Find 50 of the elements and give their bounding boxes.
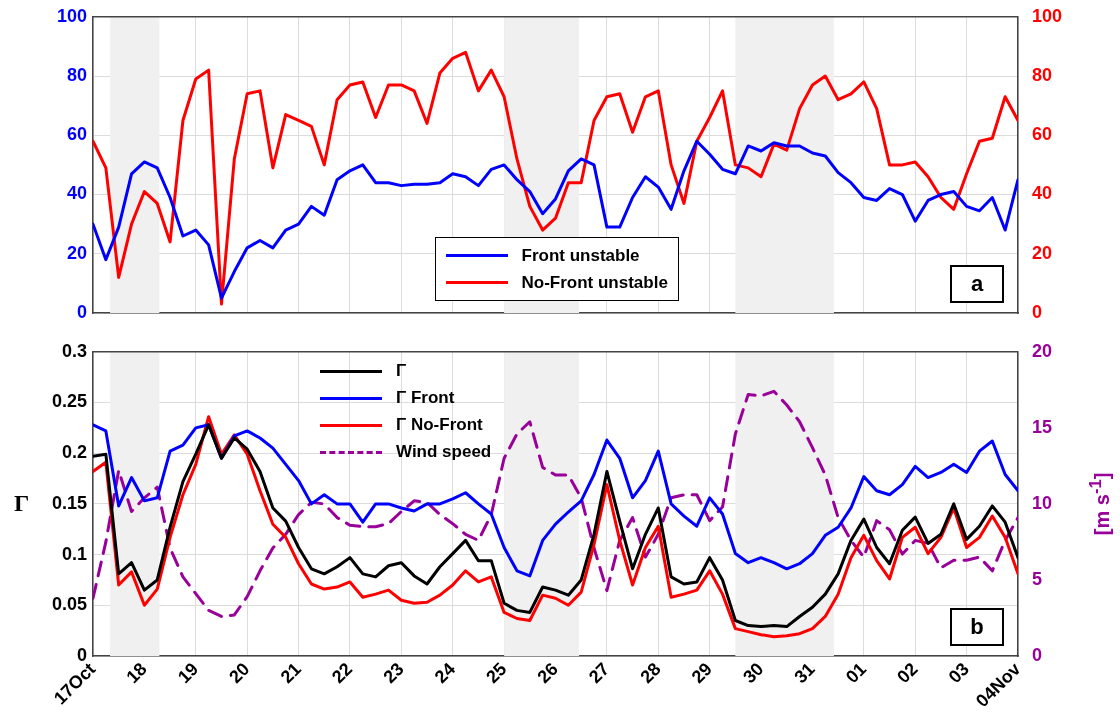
y2-tick-label: 80	[1032, 65, 1053, 86]
x-tick-label: 18	[122, 658, 151, 688]
y-tick-label: 60	[66, 124, 87, 145]
y-tick-label: 20	[66, 242, 87, 263]
x-tick-label: 29	[687, 658, 717, 688]
x-tick-label: 19	[173, 658, 203, 688]
annotation: b	[950, 608, 1004, 646]
x-tick-label: 25	[482, 658, 511, 688]
y2-tick-label: 40	[1032, 183, 1053, 204]
y-tick-label: 0.1	[61, 543, 87, 564]
x-tick-label: 22	[327, 658, 357, 688]
x-tick-label: 31	[790, 658, 819, 688]
x-tick-label: 30	[739, 658, 768, 688]
line-series	[93, 389, 1018, 618]
y2-tick-label: 0	[1032, 301, 1043, 322]
y-tick-label: 0.05	[51, 594, 87, 615]
y-tick-label: 40	[66, 183, 87, 204]
y2-tick-label: 60	[1032, 124, 1053, 145]
y-axis-title: Γ	[14, 490, 30, 518]
y-tick-label: 0	[76, 301, 87, 322]
annotation: a	[950, 265, 1004, 303]
y-tick-label: 0.15	[51, 492, 87, 513]
x-tick-label: 28	[636, 658, 665, 688]
legend-label: Γ No-Front	[396, 415, 483, 436]
legend-label: Γ	[396, 361, 407, 382]
y-tick-label: 80	[66, 65, 87, 86]
x-tick-label: 26	[533, 658, 562, 688]
x-tick-label: 21	[276, 658, 305, 688]
x-tick-label: 01	[841, 658, 871, 688]
y2-tick-label: 0	[1032, 644, 1043, 665]
y2-tick-label: 5	[1032, 568, 1043, 589]
x-tick-label: 20	[225, 658, 254, 688]
legend-label: Γ Front	[396, 388, 455, 409]
y-tick-label: 100	[56, 5, 87, 26]
y-tick-label: 0.25	[51, 391, 87, 412]
y2-tick-label: 10	[1032, 492, 1053, 513]
legend-label: Wind speed	[396, 442, 492, 463]
y2-tick-label: 20	[1032, 242, 1053, 263]
y-tick-label: 0.3	[61, 340, 87, 361]
y2-tick-label: 100	[1032, 5, 1063, 26]
y2-tick-label: 20	[1032, 340, 1053, 361]
x-tick-label: 02	[893, 658, 922, 688]
x-tick-label: 27	[584, 658, 614, 688]
y2-tick-label: 15	[1032, 416, 1053, 437]
y-tick-label: 0.2	[61, 442, 87, 463]
x-tick-label: 24	[430, 658, 460, 688]
x-tick-label: 03	[944, 658, 973, 688]
legend-label: Front unstable	[521, 245, 640, 266]
legend-label: No-Front unstable	[521, 272, 668, 293]
x-tick-label: 23	[379, 658, 408, 688]
